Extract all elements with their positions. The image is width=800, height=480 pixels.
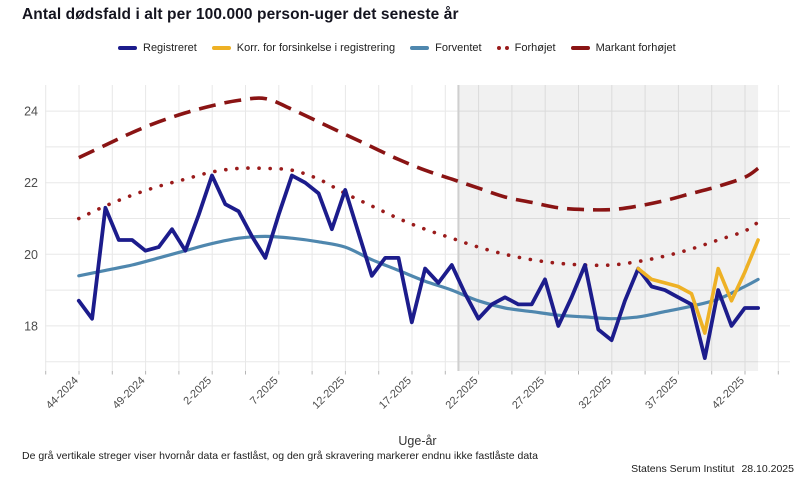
chart-title: Antal dødsfald i alt per 100.000 person-… <box>22 6 459 23</box>
x-tick-label: 49-2024 <box>110 375 147 412</box>
legend-item-forhoejet: Forhøjet <box>496 42 556 54</box>
source-date: 28.10.2025 <box>741 463 794 475</box>
series-korrigeret <box>636 238 760 335</box>
legend-swatch-korrigeret <box>211 46 231 50</box>
x-tick-label: 7-2025 <box>248 375 281 408</box>
series-forhoejet <box>77 166 760 268</box>
legend-swatch-markant-forhoejet <box>570 46 590 50</box>
x-tick-label: 2-2025 <box>181 375 214 408</box>
legend-swatch-forhoejet <box>496 46 501 50</box>
legend-item-forventet: Forventet <box>410 42 482 54</box>
legend-item-registreret: Registreret <box>118 42 197 54</box>
x-tick-label: 32-2025 <box>577 375 614 412</box>
unlocked-data-shading <box>458 85 759 371</box>
y-tick-label: 24 <box>24 105 38 119</box>
y-tick-label: 18 <box>24 319 38 333</box>
legend-swatch-registreret <box>118 46 137 50</box>
legend-label-forhoejet: Forhøjet <box>514 42 556 54</box>
source-line: Statens Serum Institut 28.10.2025 <box>624 463 794 475</box>
series-forventet <box>77 234 760 321</box>
legend-label-forventet: Forventet <box>435 42 482 54</box>
legend-swatch-forventet <box>410 46 430 50</box>
legend-label-registreret: Registreret <box>143 42 197 54</box>
series-markant-forhoejet <box>78 96 760 212</box>
y-tick-label: 22 <box>24 176 38 190</box>
source-name: Statens Serum Institut <box>631 463 735 475</box>
legend-label-korrigeret: Korr. for forsinkelse i registrering <box>236 42 396 54</box>
x-tick-label: 44-2024 <box>44 375 81 412</box>
footnote: De grå vertikale streger viser hvornår d… <box>22 450 538 462</box>
x-tick-label: 27-2025 <box>510 375 547 412</box>
x-tick-label: 12-2025 <box>310 375 347 412</box>
legend-label-markant-forhoejet: Markant forhøjet <box>595 42 676 54</box>
x-axis-title: Uge-år <box>398 434 437 448</box>
y-tick-label: 20 <box>24 248 38 262</box>
legend-item-korrigeret: Korr. for forsinkelse i registrering <box>211 42 396 54</box>
x-tick-label: 17-2025 <box>377 375 414 412</box>
legend: Registreret Korr. for forsinkelse i regis… <box>118 42 676 54</box>
x-tick-label: 22-2025 <box>443 375 480 412</box>
series-registreret <box>76 173 760 360</box>
x-tick-label: 42-2025 <box>710 375 747 412</box>
x-tick-label: 37-2025 <box>643 375 680 412</box>
legend-item-markant-forhoejet: Markant forhøjet <box>570 42 676 54</box>
